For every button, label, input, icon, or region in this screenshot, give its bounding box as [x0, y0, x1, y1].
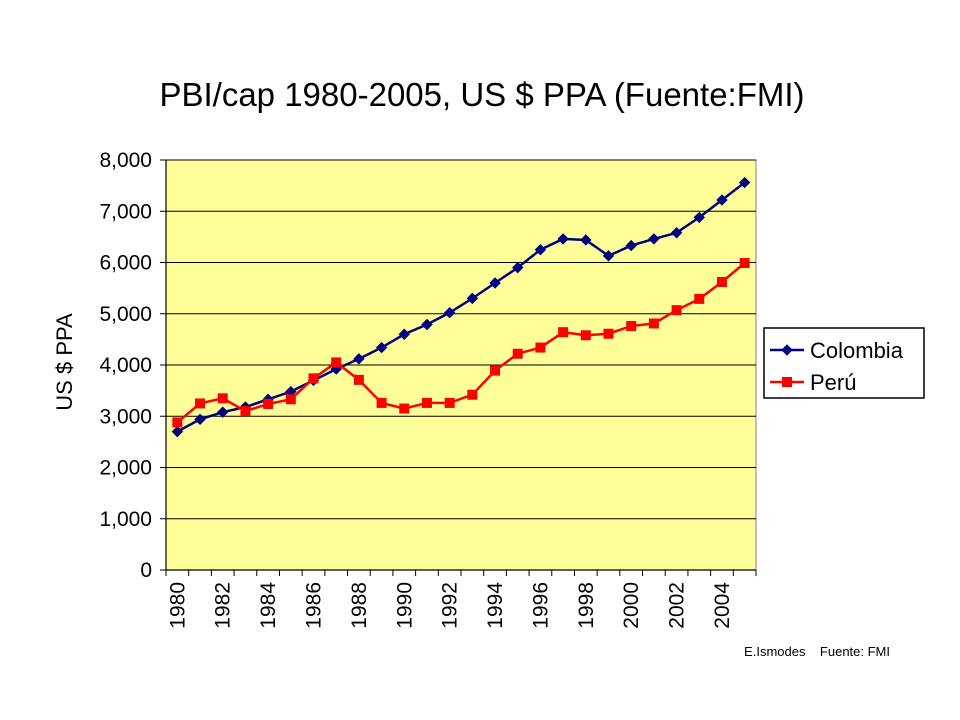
data-point-peru — [240, 406, 251, 417]
data-point-peru — [716, 276, 727, 287]
data-point-colombia — [421, 318, 433, 331]
footer-author: E.Ismodes — [744, 644, 806, 659]
data-point-colombia — [738, 176, 751, 189]
chart-title: PBI/cap 1980-2005, US $ PPA (Fuente:FMI) — [159, 76, 804, 113]
data-point-colombia — [557, 233, 569, 245]
x-tick-label: 1996 — [529, 582, 552, 629]
data-point-peru — [739, 258, 750, 269]
data-point-peru — [195, 398, 206, 409]
data-point-colombia — [534, 243, 547, 256]
x-tick-label: 2002 — [666, 582, 689, 629]
data-point-peru — [399, 403, 410, 414]
data-point-peru — [580, 330, 591, 341]
y-axis-label: US $ PPA — [52, 313, 77, 411]
data-point-peru — [444, 397, 455, 408]
x-tick-label: 1990 — [393, 582, 416, 629]
legend-swatch-marker — [782, 377, 792, 387]
data-point-peru — [694, 293, 705, 304]
legend-label: Perú — [810, 370, 856, 395]
data-point-peru — [376, 397, 387, 408]
legend-item-peru: Perú — [770, 370, 856, 395]
legend-label: Colombia — [810, 338, 904, 363]
data-point-colombia — [670, 227, 683, 239]
data-point-colombia — [217, 406, 229, 418]
data-point-peru — [172, 417, 183, 428]
y-tick-label: 2,000 — [99, 457, 152, 480]
data-point-colombia — [580, 234, 592, 246]
y-tick-label: 3,000 — [99, 405, 152, 428]
footer-source: Fuente: FMI — [819, 644, 890, 659]
footer-note: E.Ismodes Fuente: FMI — [744, 644, 890, 659]
data-point-peru — [353, 374, 364, 385]
data-point-colombia — [398, 328, 410, 340]
data-point-colombia — [489, 277, 501, 289]
data-point-peru — [263, 398, 274, 409]
y-tick-label: 5,000 — [99, 303, 152, 326]
y-tick-label: 7,000 — [99, 200, 152, 223]
data-point-colombia — [602, 250, 615, 262]
x-tick-label: 1982 — [212, 582, 235, 629]
x-tick-label: 1984 — [257, 582, 280, 629]
x-tick-label: 1986 — [303, 582, 326, 629]
data-point-peru — [467, 389, 478, 400]
x-tick-label: 1980 — [166, 582, 189, 629]
data-point-colombia — [466, 292, 479, 305]
series-colombia — [171, 176, 751, 438]
data-point-peru — [603, 328, 614, 339]
data-point-colombia — [375, 341, 388, 354]
y-tick-label: 1,000 — [99, 508, 152, 531]
data-point-peru — [308, 373, 319, 384]
y-tick-label: 4,000 — [99, 354, 152, 377]
data-point-colombia — [716, 194, 728, 206]
y-tick-label: 0 — [140, 559, 152, 582]
data-point-peru — [512, 348, 523, 359]
series-peru — [172, 258, 750, 428]
x-tick-label: 1988 — [348, 582, 371, 629]
data-point-colombia — [648, 233, 660, 245]
data-point-peru — [421, 397, 432, 408]
data-point-colombia — [512, 261, 524, 274]
x-tick-label: 2004 — [711, 582, 734, 629]
y-tick-label: 8,000 — [99, 149, 152, 172]
legend-swatch-marker — [781, 344, 793, 356]
data-point-colombia — [693, 211, 705, 224]
x-tick-label: 1994 — [484, 582, 507, 629]
data-point-peru — [490, 365, 501, 376]
legend: Colombia Perú — [763, 327, 925, 399]
x-tick-label: 1992 — [439, 582, 462, 629]
x-tick-label: 2000 — [620, 582, 643, 629]
data-point-colombia — [625, 239, 637, 252]
data-point-peru — [671, 305, 682, 316]
x-tick-label: 1998 — [575, 582, 598, 629]
data-point-peru — [626, 321, 637, 332]
legend-item-colombia: Colombia — [770, 338, 904, 363]
data-point-peru — [285, 394, 296, 405]
data-point-peru — [535, 342, 546, 353]
data-point-peru — [558, 327, 569, 338]
data-point-colombia — [171, 425, 184, 438]
data-point-peru — [217, 393, 228, 404]
y-tick-label: 6,000 — [99, 252, 152, 275]
data-point-colombia — [353, 353, 365, 365]
data-point-colombia — [194, 413, 206, 426]
data-point-colombia — [443, 307, 456, 319]
data-point-peru — [331, 357, 342, 368]
data-point-peru — [648, 318, 659, 329]
